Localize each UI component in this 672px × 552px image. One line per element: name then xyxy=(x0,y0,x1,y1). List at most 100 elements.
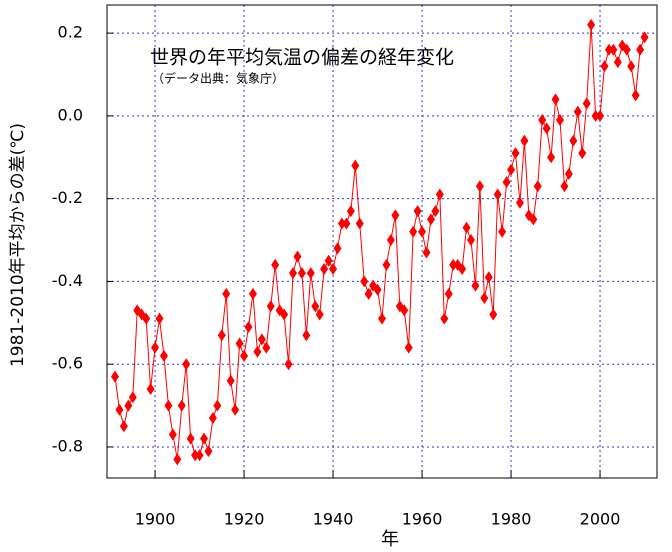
data-point xyxy=(231,403,240,416)
data-point xyxy=(449,258,458,271)
data-point xyxy=(248,287,257,300)
data-point xyxy=(627,60,636,73)
data-point xyxy=(422,246,431,259)
data-point xyxy=(115,403,124,416)
chart-title: 世界の年平均気温の偏差の経年変化 xyxy=(150,47,454,69)
data-point xyxy=(182,358,191,371)
data-point xyxy=(346,205,355,218)
data-point xyxy=(480,291,489,304)
data-point xyxy=(631,89,640,102)
chart-subtitle: （データ出典：気象庁） xyxy=(152,71,284,86)
data-point xyxy=(271,258,280,271)
data-point xyxy=(142,312,151,325)
data-point xyxy=(311,300,320,313)
data-point xyxy=(533,180,542,193)
y-axis-label: 1981-2010年平均からの差(℃) xyxy=(8,123,28,367)
data-point xyxy=(364,287,373,300)
data-point xyxy=(444,287,453,300)
y-tick-label: -0.2 xyxy=(52,188,83,207)
data-point xyxy=(119,420,128,433)
data-point xyxy=(191,449,200,462)
data-point xyxy=(111,370,120,383)
data-point xyxy=(466,234,475,247)
data-point xyxy=(400,304,409,317)
data-point xyxy=(529,213,538,226)
data-point xyxy=(217,329,226,342)
data-point xyxy=(280,308,289,321)
data-point xyxy=(337,217,346,230)
data-point xyxy=(168,428,177,441)
data-point xyxy=(498,225,507,238)
y-tick-label: -0.6 xyxy=(52,354,83,373)
data-point xyxy=(511,147,520,160)
data-point xyxy=(515,196,524,209)
data-point xyxy=(600,60,609,73)
data-point xyxy=(640,31,649,44)
data-point xyxy=(435,188,444,201)
data-point xyxy=(413,205,422,218)
y-tick-label: -0.8 xyxy=(52,436,83,455)
data-point xyxy=(155,312,164,325)
data-point xyxy=(244,320,253,333)
data-point xyxy=(360,275,369,288)
data-point xyxy=(240,349,249,362)
data-point xyxy=(262,341,271,354)
data-point xyxy=(542,122,551,135)
data-point xyxy=(222,287,231,300)
data-point xyxy=(604,43,613,56)
data-point xyxy=(609,43,618,56)
data-point xyxy=(213,399,222,412)
data-point xyxy=(208,411,217,424)
data-point xyxy=(235,337,244,350)
data-point xyxy=(475,180,484,193)
data-point xyxy=(342,217,351,230)
data-point xyxy=(164,399,173,412)
data-point xyxy=(146,383,155,396)
x-tick-label: 1900 xyxy=(135,510,176,529)
data-point xyxy=(613,56,622,69)
data-point xyxy=(471,279,480,292)
x-tick-label: 1980 xyxy=(491,510,532,529)
data-point xyxy=(547,151,556,164)
data-point xyxy=(195,449,204,462)
data-point xyxy=(355,217,364,230)
data-point xyxy=(431,205,440,218)
data-point xyxy=(266,300,275,313)
data-point xyxy=(462,221,471,234)
data-point xyxy=(373,283,382,296)
data-point xyxy=(204,445,213,458)
data-point xyxy=(418,225,427,238)
data-point xyxy=(297,267,306,280)
data-point xyxy=(622,43,631,56)
data-point xyxy=(284,358,293,371)
data-point xyxy=(177,399,186,412)
y-tick-label: 0.0 xyxy=(58,105,83,124)
data-point xyxy=(507,163,516,176)
data-point xyxy=(128,391,137,404)
data-point xyxy=(257,333,266,346)
data-point xyxy=(391,209,400,222)
data-point xyxy=(186,432,195,445)
data-point xyxy=(404,341,413,354)
data-point xyxy=(484,271,493,284)
plot-frame xyxy=(106,4,658,479)
data-point xyxy=(578,147,587,160)
data-point xyxy=(382,258,391,271)
data-point xyxy=(489,308,498,321)
data-point xyxy=(582,97,591,110)
data-point xyxy=(426,213,435,226)
x-axis-label: 年 xyxy=(381,529,399,550)
x-tick-label: 2000 xyxy=(580,510,621,529)
data-point xyxy=(302,329,311,342)
data-point xyxy=(289,267,298,280)
data-point xyxy=(573,105,582,118)
data-point xyxy=(569,134,578,147)
data-point xyxy=(293,250,302,263)
x-tick-label: 1940 xyxy=(313,510,354,529)
data-point xyxy=(409,225,418,238)
data-point xyxy=(502,176,511,189)
data-point xyxy=(560,180,569,193)
data-point xyxy=(306,267,315,280)
